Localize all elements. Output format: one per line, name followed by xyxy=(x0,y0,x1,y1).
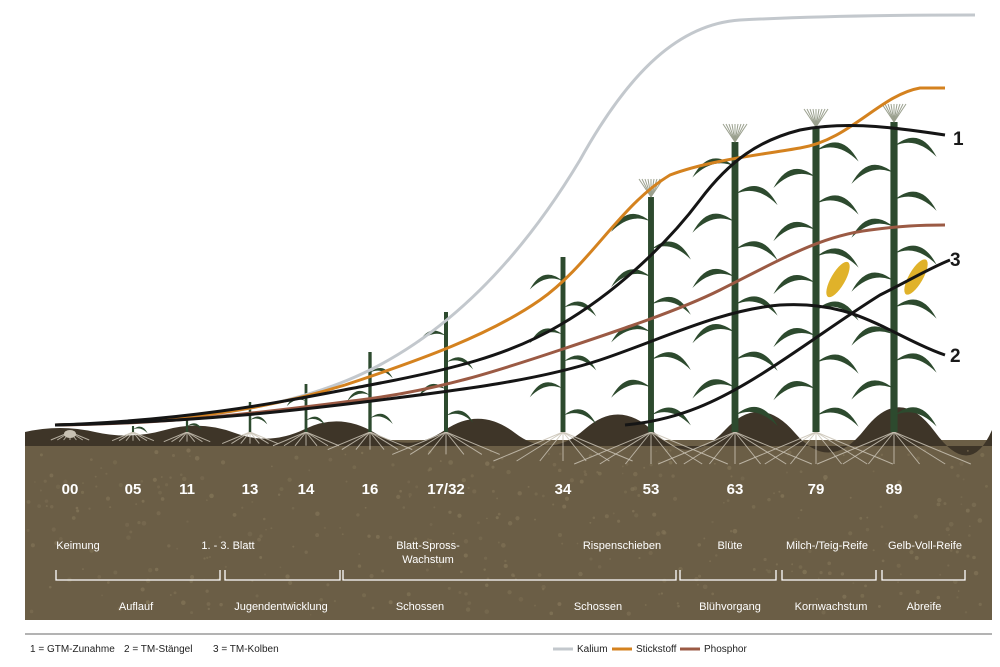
stage-label-bottom: Schossen xyxy=(574,601,622,613)
legend-stickstoff: Stickstoff xyxy=(636,644,677,655)
phosphor-curve xyxy=(54,223,946,427)
legend-gtm: 1 = GTM-Zunahme xyxy=(30,644,115,655)
stage-label-top: Keimung xyxy=(56,540,99,552)
bbch-code: 05 xyxy=(125,481,142,498)
stage-labels-top: Keimung 1. - 3. Blatt Blatt-Spross-Wachstu… xyxy=(56,540,962,566)
stage-label-top: Blüte xyxy=(717,540,742,552)
bbch-code: 17/32 xyxy=(427,481,465,498)
stage-label-bottom: Schossen xyxy=(396,601,444,613)
stage-label-bottom: Blühvorgang xyxy=(699,601,761,613)
gtm-curve-1 xyxy=(54,123,946,427)
plants xyxy=(50,103,971,465)
dry-matter-curves: 1 2 3 xyxy=(54,123,964,427)
stage-bracket xyxy=(679,570,777,581)
legend-kalium: Kalium xyxy=(577,644,608,655)
maize-plant xyxy=(739,108,893,465)
legend-left: 1 = GTM-Zunahme 2 = TM-Stängel 3 = TM-Ko… xyxy=(30,644,279,655)
maize-plant xyxy=(392,312,500,455)
stage-label-top: Milch-/Teig-Reife xyxy=(786,540,868,552)
legend-kolben: 3 = TM-Kolben xyxy=(213,644,279,655)
bbch-code: 89 xyxy=(886,481,903,498)
stage-label-bottom: Kornwachstum xyxy=(795,601,868,613)
stage-bracket xyxy=(224,570,341,581)
nutrient-curves xyxy=(54,13,976,427)
legend-phosphor: Phosphor xyxy=(704,644,747,655)
bbch-code: 14 xyxy=(298,481,315,498)
curve-label-3: 3 xyxy=(950,250,961,271)
maize-plant xyxy=(111,426,155,442)
bbch-code: 16 xyxy=(362,481,379,498)
curve-label-1: 1 xyxy=(953,129,964,150)
soil xyxy=(25,407,992,620)
legend-right: Kalium Stickstoff Phosphor xyxy=(553,644,747,655)
stage-label-top: 1. - 3. Blatt xyxy=(201,540,254,552)
bbch-code: 11 xyxy=(179,481,195,498)
legend-stengel: 2 = TM-Stängel xyxy=(124,644,192,655)
bbch-code: 00 xyxy=(62,481,79,498)
stage-bracket xyxy=(342,570,677,581)
stage-label-top: Rispenschieben xyxy=(583,540,661,552)
curve-label-2: 2 xyxy=(950,346,961,367)
stage-label-bottom: Auflauf xyxy=(119,601,154,613)
stage-bracket xyxy=(881,570,966,581)
maize-plant xyxy=(658,123,812,465)
stage-bracket xyxy=(781,570,877,581)
tm-stengel-curve-2 xyxy=(54,303,946,427)
stage-label-bottom: Abreife xyxy=(907,601,942,613)
maize-plant xyxy=(493,257,633,462)
bbch-codes: 00 05 11 13 14 16 17/32 34 53 63 79 89 xyxy=(62,481,903,498)
stage-label-top: Blatt-Spross-Wachstum xyxy=(396,540,460,566)
stage-label-bottom: Jugendentwicklung xyxy=(234,601,328,613)
bbch-code: 13 xyxy=(242,481,259,498)
stickstoff-curve xyxy=(54,86,945,427)
stage-labels-bottom: Auflauf Jugendentwicklung Schossen Schossen… xyxy=(119,601,942,613)
stage-brackets xyxy=(55,570,966,581)
stage-bracket xyxy=(55,570,221,581)
stage-label-top: Gelb-Voll-Reife xyxy=(888,540,962,552)
bbch-code: 53 xyxy=(643,481,660,498)
tm-kolben-curve-3 xyxy=(624,258,951,427)
bbch-code: 63 xyxy=(727,481,744,498)
bbch-code: 79 xyxy=(808,481,825,498)
maize-plant xyxy=(327,352,413,451)
bbch-code: 34 xyxy=(555,481,572,498)
maize-plant xyxy=(50,430,90,441)
